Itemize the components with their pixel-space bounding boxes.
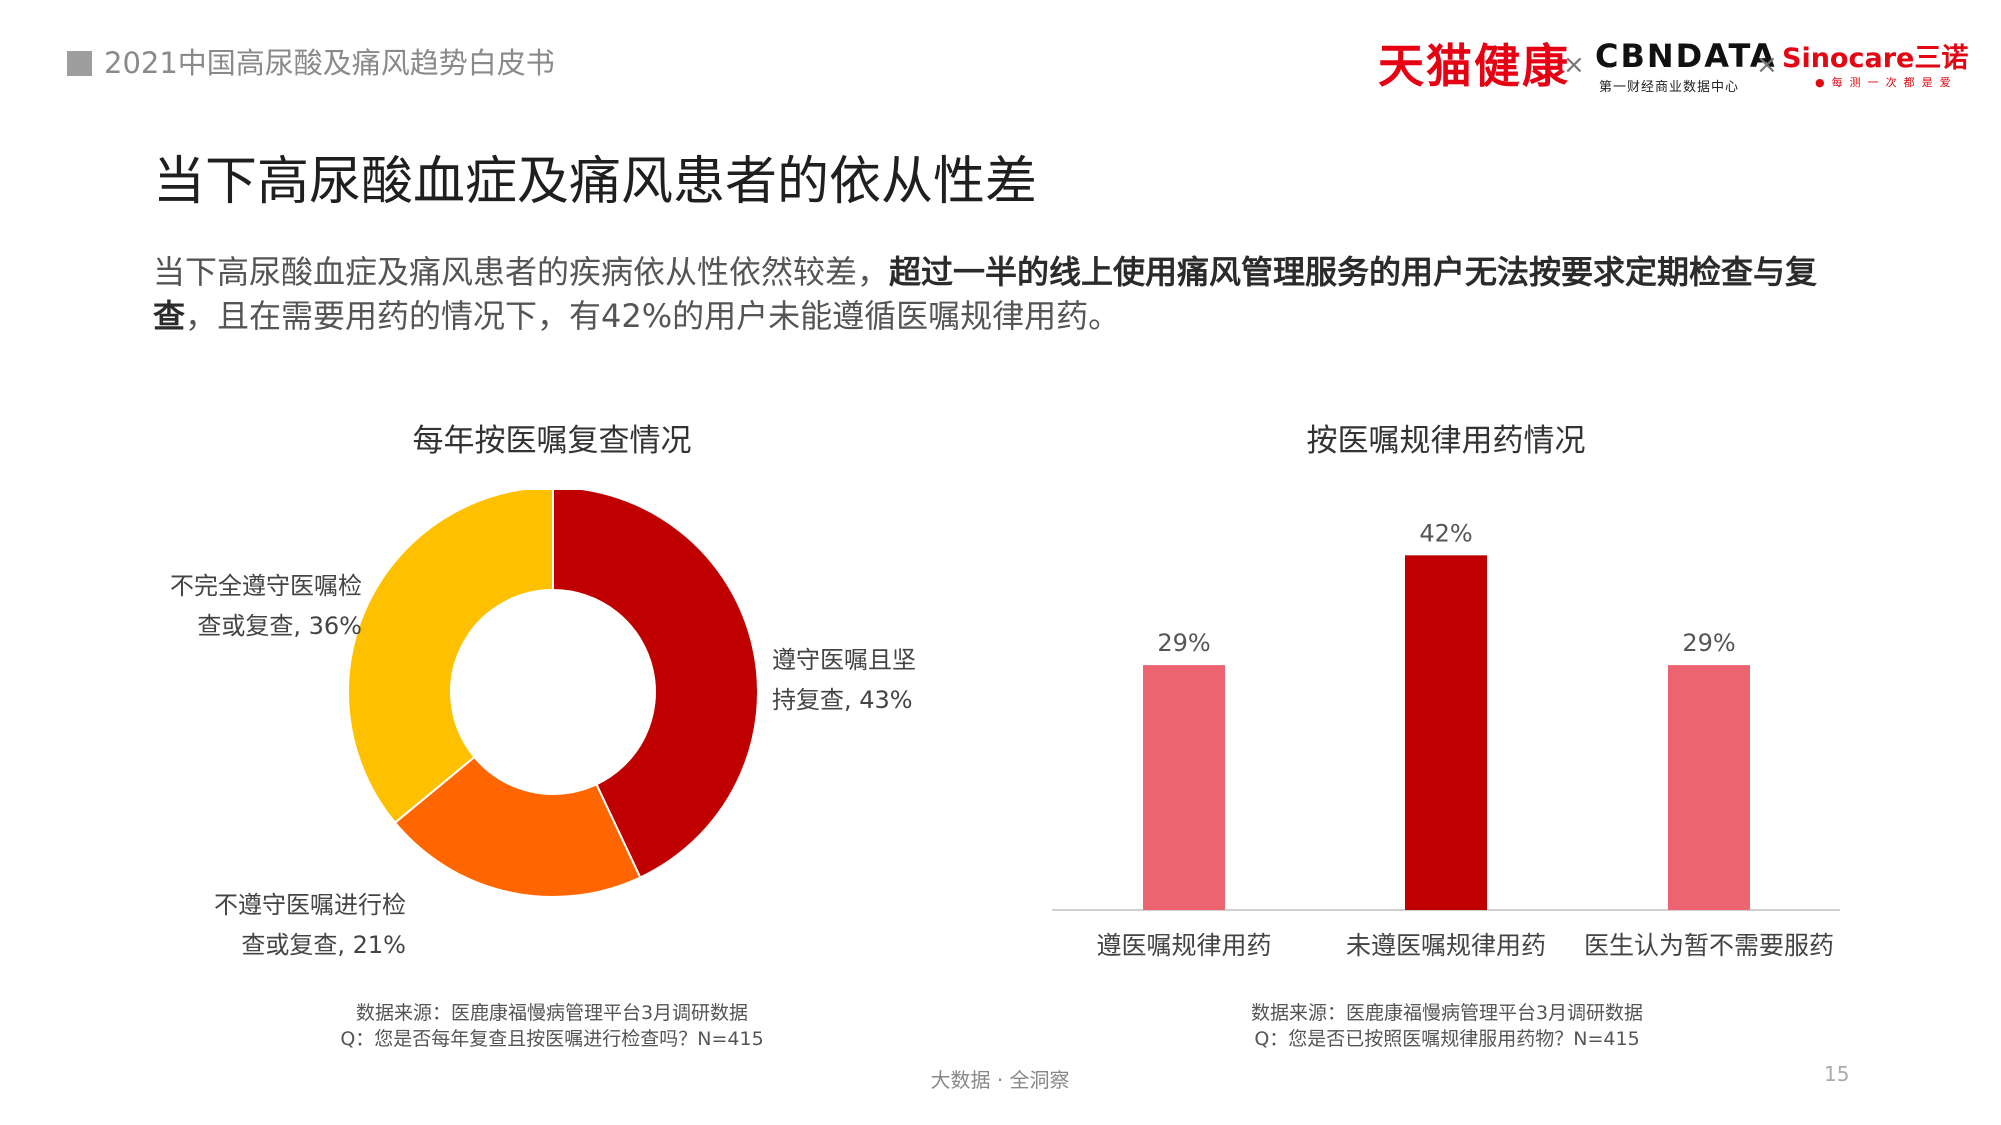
source-line: 数据来源：医鹿康福慢病管理平台3月调研数据: [355, 1002, 749, 1024]
donut-chart-title: 每年按医嘱复查情况: [412, 423, 692, 459]
slide-description: 当下高尿酸血症及痛风患者的疾病依从性依然较差，超过一半的线上使用痛风管理服务的用…: [153, 250, 1853, 338]
donut-label-partial: 不完全遵守医嘱检 查或复查, 36%: [150, 566, 362, 646]
bar-chart-title: 按医嘱规律用药情况: [1306, 423, 1586, 459]
tmall-health-logo: 天猫健康: [1378, 39, 1570, 93]
label-line: 遵守医嘱且坚: [772, 646, 916, 674]
bar-0: [1143, 665, 1225, 910]
bar-category-label: 未遵医嘱规律用药: [1345, 931, 1547, 960]
donut-slice-1: [393, 755, 642, 898]
desc-text-2: ，且在需要用药的情况下，有42%的用户未能遵循医嘱规律用药。: [185, 297, 1121, 335]
donut-source: 数据来源：医鹿康福慢病管理平台3月调研数据 Q：您是否每年复查且按医嘱进行检查吗…: [340, 1000, 763, 1052]
sinocare-slogan: ●每测一次都是爱: [1815, 76, 1958, 89]
report-title: 2021中国高尿酸及痛风趋势白皮书: [104, 46, 555, 80]
donut-slice-2: [347, 490, 554, 825]
bar-value-label: 29%: [1682, 629, 1735, 657]
desc-highlight: 超过一半的线上使用痛风管理服务的用户无法按要求定期检查与复查: [153, 253, 1818, 335]
donut-label-noncompliant: 不遵守医嘱进行检 查或复查, 21%: [190, 885, 406, 965]
bar-category-label: 医生认为暂不需要服药: [1583, 931, 1835, 960]
bar-category-label: 遵医嘱规律用药: [1096, 931, 1272, 960]
source-line: 数据来源：医鹿康福慢病管理平台3月调研数据: [1250, 1002, 1644, 1024]
bar-2: [1668, 665, 1750, 910]
bar-value-label: 42%: [1419, 519, 1472, 547]
source-line: Q：您是否已按照医嘱规律服用药物？N=415: [1254, 1028, 1640, 1050]
cbndata-logo-subtitle: 第一财经商业数据中心: [1599, 80, 1740, 95]
bar-1: [1405, 555, 1487, 910]
donut-slice-0: [552, 490, 759, 879]
bar-source: 数据来源：医鹿康福慢病管理平台3月调研数据 Q：您是否已按照医嘱规律服用药物？N…: [1251, 1000, 1643, 1052]
label-line: 持复查, 43%: [772, 686, 913, 714]
logo-separator: ×: [1563, 50, 1585, 80]
donut-chart: [347, 490, 759, 898]
cbndata-logo: CBNDATA: [1595, 37, 1777, 75]
label-line: 查或复查, 36%: [197, 612, 362, 640]
source-line: Q：您是否每年复查且按医嘱进行检查吗？N=415: [340, 1028, 764, 1050]
label-line: 查或复查, 21%: [241, 931, 406, 959]
header-square-icon: [67, 51, 92, 76]
label-line: 不遵守医嘱进行检: [214, 891, 406, 919]
logo-separator: ×: [1756, 50, 1778, 80]
sinocare-logo: Sinocare三诺: [1782, 43, 1969, 74]
label-line: 不完全遵守医嘱检: [170, 572, 362, 600]
donut-label-compliant: 遵守医嘱且坚 持复查, 43%: [772, 640, 916, 720]
footer-tagline: 大数据 · 全洞察: [930, 1068, 1070, 1092]
bar-value-label: 29%: [1157, 629, 1210, 657]
desc-text-1: 当下高尿酸血症及痛风患者的疾病依从性依然较差，: [153, 253, 890, 291]
slide-title: 当下高尿酸血症及痛风患者的依从性差: [153, 152, 1038, 212]
bar-chart: 29% 42% 29%: [1052, 519, 1840, 911]
page-number: 15: [1824, 1062, 1850, 1086]
